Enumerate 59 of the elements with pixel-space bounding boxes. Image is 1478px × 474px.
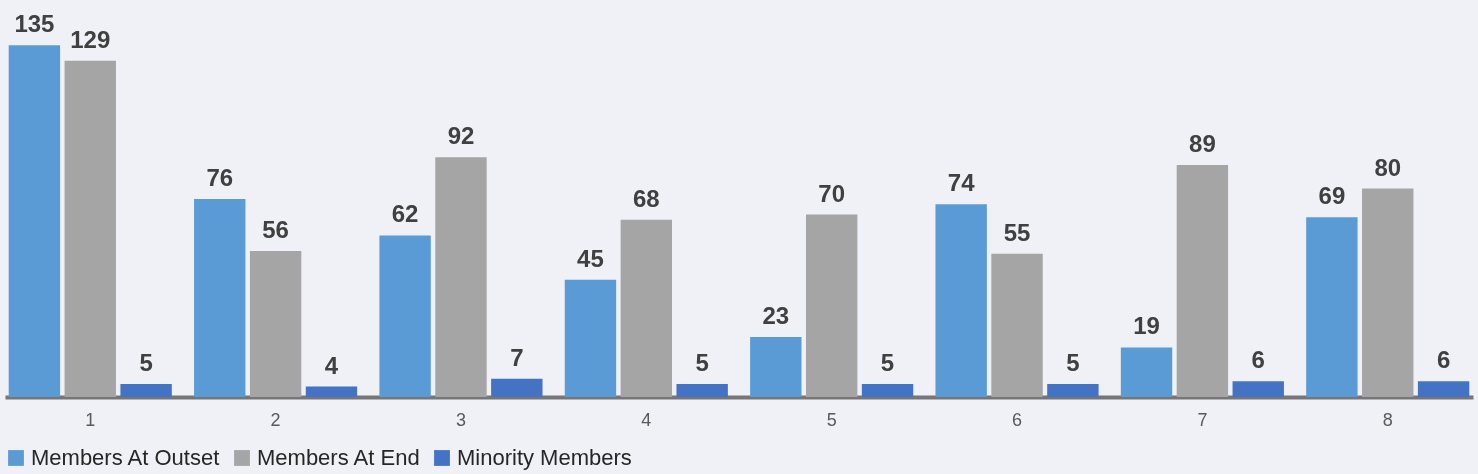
bar: [1417, 381, 1470, 397]
bar: [991, 253, 1043, 397]
bar: [750, 337, 802, 397]
bar: [305, 386, 358, 397]
bar: [935, 204, 987, 397]
data-label: 69: [1318, 182, 1346, 210]
bar: [564, 279, 617, 397]
data-label: 56: [262, 216, 289, 244]
x-tick-label: 4: [641, 409, 652, 430]
bar: [379, 235, 431, 397]
bar: [1232, 381, 1284, 397]
data-label: 135: [14, 10, 55, 38]
data-label: 70: [818, 179, 846, 207]
bar: [1047, 383, 1099, 397]
data-label: 5: [695, 348, 709, 376]
legend-label: Minority Members: [457, 445, 632, 470]
data-label: 4: [324, 351, 339, 379]
bar: [1362, 188, 1414, 397]
bar: [491, 378, 543, 397]
bar: [194, 198, 246, 397]
data-label: 19: [1133, 312, 1160, 340]
data-label: 45: [577, 244, 604, 272]
bar: [8, 45, 61, 397]
x-tick-label: 3: [455, 409, 466, 430]
bar: [120, 383, 172, 397]
x-tick-label: 6: [1012, 409, 1023, 430]
data-label: 5: [1066, 348, 1080, 376]
bar: [1176, 165, 1229, 397]
bar: [805, 214, 858, 397]
x-tick-label: 1: [85, 409, 96, 430]
x-tick-label: 2: [270, 409, 281, 430]
data-label: 6: [1251, 346, 1265, 374]
data-label: 62: [391, 200, 419, 228]
x-tick-label: 5: [826, 409, 837, 430]
data-label: 6: [1436, 346, 1451, 374]
data-label: 80: [1374, 153, 1402, 181]
data-label: 68: [632, 184, 660, 212]
data-label: 55: [1003, 218, 1031, 246]
bar: [64, 60, 116, 397]
data-label: 92: [447, 122, 475, 150]
bar: [249, 251, 302, 397]
data-label: 5: [139, 348, 153, 376]
data-label: 23: [762, 302, 790, 330]
bar: [620, 219, 673, 397]
data-label: 7: [510, 343, 524, 371]
x-tick-label: 7: [1197, 409, 1208, 430]
data-label: 74: [947, 169, 976, 197]
bar: [1306, 217, 1358, 397]
legend-label: Members At Outset: [31, 445, 220, 470]
bar: [435, 157, 487, 397]
data-label: 76: [206, 163, 234, 191]
data-label: 5: [880, 348, 895, 376]
data-label: 129: [70, 25, 111, 53]
bar: [861, 383, 914, 397]
data-label: 89: [1189, 130, 1216, 158]
bar: [1120, 347, 1173, 397]
legend-label: Members At End: [257, 445, 420, 470]
x-tick-label: 8: [1382, 409, 1393, 430]
bar: [676, 383, 728, 397]
